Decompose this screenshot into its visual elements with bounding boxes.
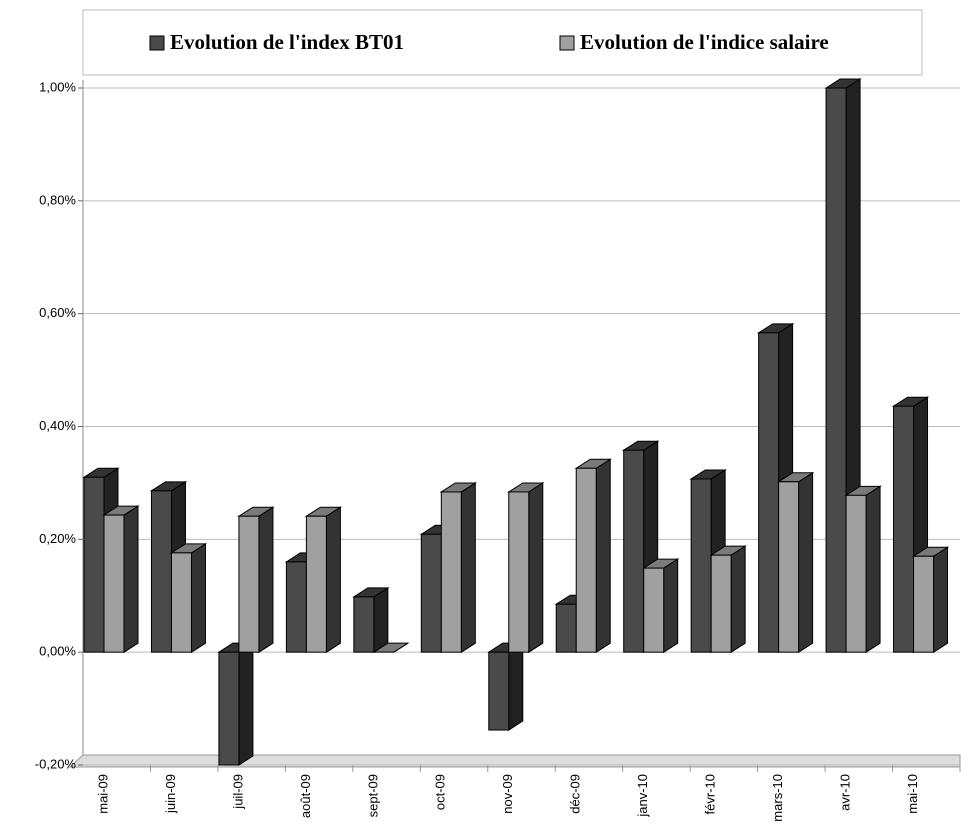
x-tick-label: déc-09 xyxy=(568,774,583,814)
bar xyxy=(238,515,260,653)
x-tick-label: juin-09 xyxy=(163,774,178,814)
bar xyxy=(508,491,530,653)
bar-side xyxy=(865,485,881,654)
bar xyxy=(150,490,172,653)
bar xyxy=(690,478,712,653)
x-tick-label: oct-09 xyxy=(433,774,448,810)
x-tick-label: févr-10 xyxy=(703,774,718,814)
bar xyxy=(488,651,510,731)
bar xyxy=(353,596,375,653)
bar-side xyxy=(730,545,746,654)
bar xyxy=(575,467,597,653)
bar-side xyxy=(373,586,389,654)
bar xyxy=(623,449,645,653)
bar-side xyxy=(798,471,814,654)
bar xyxy=(420,533,442,653)
bar xyxy=(305,515,327,653)
bar xyxy=(778,481,800,653)
bar xyxy=(643,567,665,653)
bar-top xyxy=(372,642,410,653)
x-tick-label: juil-09 xyxy=(230,774,245,810)
bar-side xyxy=(528,482,544,654)
x-tick-label: avr-10 xyxy=(838,774,853,811)
x-tick-label: nov-09 xyxy=(500,774,515,814)
bar xyxy=(170,552,192,653)
bar xyxy=(825,87,847,653)
bar xyxy=(218,651,240,766)
legend-swatch xyxy=(149,35,165,51)
y-tick-label: 0,80% xyxy=(39,192,76,207)
bar xyxy=(845,494,867,653)
bar-side xyxy=(238,642,254,766)
bar xyxy=(710,554,732,653)
bar-side xyxy=(123,505,139,654)
bar xyxy=(758,332,780,653)
x-tick-label: sept-09 xyxy=(365,774,380,817)
bar xyxy=(103,514,125,653)
legend-label: Evolution de l'index BT01 xyxy=(170,30,404,54)
bar xyxy=(913,555,935,653)
x-tick-label: mai-10 xyxy=(905,774,920,814)
bar-side xyxy=(508,642,524,731)
bar-side xyxy=(325,506,341,654)
bar-side xyxy=(595,458,611,654)
bar xyxy=(285,561,307,653)
x-tick-label: mai-09 xyxy=(95,774,110,814)
y-tick-label: -0,20% xyxy=(35,756,77,771)
bar xyxy=(893,405,915,653)
bar-side xyxy=(190,542,206,654)
x-tick-label: mars-10 xyxy=(770,774,785,822)
y-tick-label: 1,00% xyxy=(39,79,76,94)
bar xyxy=(555,603,577,653)
legend-label: Evolution de l'indice salaire xyxy=(580,30,829,54)
y-tick-label: 0,20% xyxy=(39,531,76,546)
x-tick-label: janv-10 xyxy=(635,774,650,818)
bar-side xyxy=(933,546,949,654)
legend-swatch xyxy=(559,35,575,51)
y-tick-label: 0,60% xyxy=(39,305,76,320)
bar xyxy=(83,476,105,653)
bar xyxy=(440,491,462,653)
bar-side xyxy=(663,558,679,654)
bar-side xyxy=(460,482,476,654)
y-tick-label: 0,00% xyxy=(39,644,76,659)
x-tick-label: août-09 xyxy=(298,774,313,818)
y-tick-label: 0,40% xyxy=(39,418,76,433)
legend-box xyxy=(82,9,923,76)
bar-side xyxy=(258,506,274,654)
